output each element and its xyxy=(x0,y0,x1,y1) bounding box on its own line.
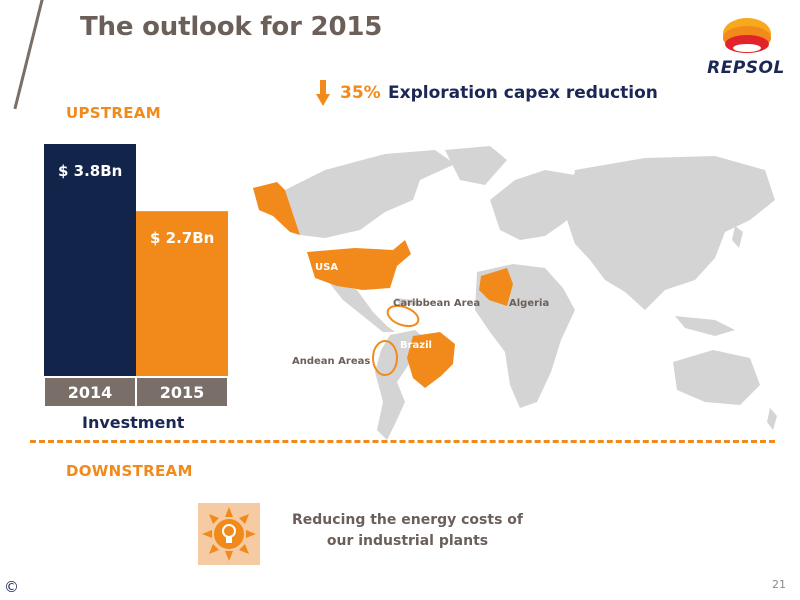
caribbean-area-outline xyxy=(386,304,420,328)
usa-region xyxy=(307,240,411,290)
alaska-region xyxy=(253,182,300,235)
map-label-usa: USA xyxy=(315,262,338,273)
algeria-region xyxy=(479,268,513,306)
down-arrow-icon xyxy=(316,80,330,106)
sun-lightbulb-icon xyxy=(198,503,260,565)
category-box-2014 xyxy=(45,378,135,406)
brazil-region xyxy=(407,332,455,388)
page-number: 21 xyxy=(772,578,786,591)
downstream-text-line2: our industrial plants xyxy=(326,533,489,549)
map-label-caribbean: Caribbean Area xyxy=(393,298,480,309)
map-outlined-areas xyxy=(372,304,420,376)
brand-name: REPSOL xyxy=(707,58,785,78)
slide-title: The outlook for 2015 xyxy=(80,12,383,42)
category-box-2015 xyxy=(137,378,227,406)
map-label-algeria: Algeria xyxy=(509,298,549,309)
map-label-andean: Andean Areas xyxy=(292,356,370,367)
title-accent-line xyxy=(13,0,45,110)
bar-value-label-2014: $ 3.8Bn xyxy=(58,162,122,180)
bar-2014 xyxy=(44,144,136,376)
investment-bar-chart: $ 3.8Bn 2014 $ 2.7Bn 2015 xyxy=(44,144,228,406)
map-continents xyxy=(285,146,777,440)
investment-label: Investment xyxy=(82,413,185,432)
capex-reduction-percent: 35% xyxy=(340,83,381,103)
downstream-heading: DOWNSTREAM xyxy=(66,462,193,480)
section-divider xyxy=(30,440,775,443)
upstream-heading: UPSTREAM xyxy=(66,104,161,122)
downstream-description: Reducing the energy costs of our industr… xyxy=(280,510,535,552)
copyright-mark: © xyxy=(4,578,19,596)
downstream-text-line1: Reducing the energy costs of xyxy=(292,512,523,528)
andean-area-outline xyxy=(372,340,398,376)
repsol-logo-icon xyxy=(723,18,771,53)
map-highlighted-regions xyxy=(253,182,513,388)
world-map: USA Caribbean Area Algeria Brazil Andean… xyxy=(253,146,777,440)
bar-value-label-2015: $ 2.7Bn xyxy=(150,229,214,247)
map-label-brazil: Brazil xyxy=(400,340,432,351)
category-label-2015: 2015 xyxy=(160,383,205,402)
capex-reduction-text: Exploration capex reduction xyxy=(388,83,658,103)
bar-2015 xyxy=(136,211,228,376)
category-label-2014: 2014 xyxy=(68,383,113,402)
